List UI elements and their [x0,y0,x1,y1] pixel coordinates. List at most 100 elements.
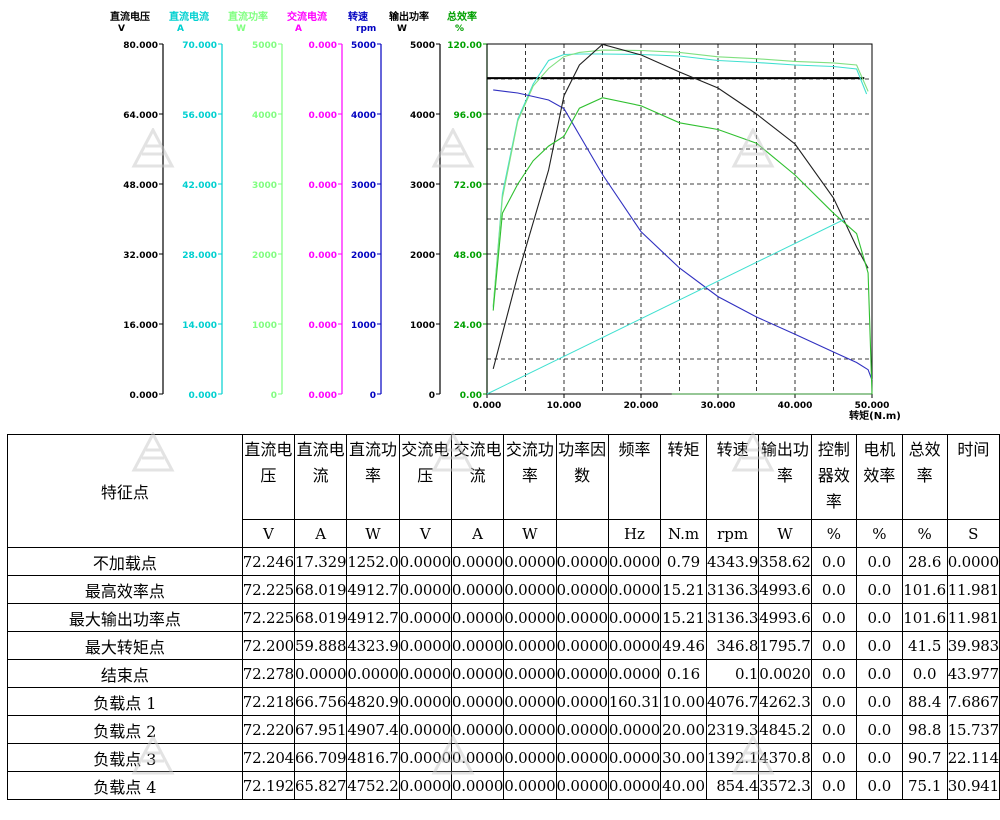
table-cell: 72.278 [241,659,296,688]
table-cell: 30.941 [946,771,1000,800]
table-cell: 4912.7 [346,575,400,604]
column-header: 输出功率 [758,434,812,520]
row-label: 最大输出功率点 [7,603,243,632]
series-line-2 [492,49,869,307]
table-cell: 0.0000 [503,715,557,744]
table-cell: 1392.1 [705,743,760,772]
y-tick-label: 16.000 [123,321,158,331]
column-unit: V [241,519,296,548]
table-cell: 0.0000 [398,771,452,800]
x-tick-label: 10.000 [547,401,582,411]
table-cell: 0.0 [856,743,903,772]
axis-unit-label: % [455,24,464,34]
table-cell: 11.981 [946,603,1000,632]
table-cell: 0.0 [810,631,858,660]
table-row: 最大转矩点 72.200 59.888 4323.9 0.0000 0.0000 0.000… [7,631,1000,660]
row-label: 负载点 3 [7,743,243,772]
table-cell: 72.218 [241,687,296,716]
y-tick-label: 42.000 [182,181,217,191]
row-label: 结束点 [7,659,243,688]
table-cell: 0.0000 [555,631,609,660]
table-cell: 3136.3 [705,575,760,604]
table-cell: 0.0000 [607,631,662,660]
table-cell: 0.0 [810,743,858,772]
table-cell: 0.0 [810,603,858,632]
table-cell: 0.0 [810,575,858,604]
table-cell: 0.1 [705,659,760,688]
axis-unit-label: W [397,24,407,34]
y-tick-label: 28.000 [182,251,217,261]
column-header: 交流功率 [503,434,557,520]
y-tick-label: 96.00 [454,111,482,121]
table-cell: 72.246 [241,547,296,576]
column-header: 控制器效率 [810,434,858,520]
y-tick-label: 0.000 [309,321,337,331]
table-cell: 0.0 [856,547,903,576]
y-tick-label: 4000 [252,111,277,121]
y-tick-label: 3000 [351,181,376,191]
row-label: 不加载点 [7,547,243,576]
y-tick-label: 5000 [410,41,435,51]
table-cell: 0.0000 [450,659,505,688]
table-cell: 0.0000 [503,631,557,660]
y-tick-label: 0.000 [130,391,158,401]
table-row: 负载点 2 72.220 67.951 4907.4 0.0000 0.0000 0.000… [7,715,1000,744]
y-tick-label: 5000 [252,41,277,51]
y-tick-label: 24.00 [454,321,482,331]
axis-unit-label: A [295,24,302,34]
table-cell: 0.0000 [607,715,662,744]
table-cell: 358.62 [758,547,812,576]
table-cell: 4845.2 [758,715,812,744]
motor-performance-chart: 80.000 64.000 48.000 32.000 16.000 0.000 直流电压 V… [110,10,901,422]
table-cell: 160.31 [607,687,662,716]
table-cell: 4912.7 [346,603,400,632]
table-cell: 4816.7 [346,743,400,772]
column-unit: % [856,519,903,548]
feature-point-table: 特征点 直流电压 直流电流 直流功率 交流电压 交流电流 交流功率 功率因数 频率 转矩 转速 输出功… [7,434,1000,800]
table-cell: 68.019 [294,575,348,604]
table-cell: 17.329 [294,547,348,576]
table-cell: 0.0000 [450,631,505,660]
table-cell: 66.709 [294,743,348,772]
table-cell: 66.756 [294,687,348,716]
table-cell: 68.019 [294,603,348,632]
table-cell: 0.0 [856,631,903,660]
y-tick-label: 4000 [351,111,376,121]
table-cell: 0.0 [856,715,903,744]
column-header: 直流功率 [346,434,400,520]
x-tick-label: 50.000 [855,401,890,411]
y-tick-label: 1000 [351,321,376,331]
axis-name-label: 直流电压 [110,10,150,23]
y-tick-label: 0.000 [189,391,217,401]
x-tick-label: 0.000 [473,401,501,411]
table-cell: 22.114 [946,743,1000,772]
table-cell: 0.0000 [555,575,609,604]
y-tick-label: 4000 [410,111,435,121]
axis-name-label: 总效率 [447,10,477,23]
table-row: 负载点 4 72.192 65.827 4752.2 0.0000 0.0000 0.000… [7,771,1000,800]
feature-point-table-wrap: 特征点 直流电压 直流电流 直流功率 交流电压 交流电流 交流功率 功率因数 频率 转矩 转速 输出功… [7,434,1000,800]
column-unit: W [503,519,557,548]
table-cell: 0.0000 [607,603,662,632]
axis-unit-label: V [118,24,125,34]
table-cell: 0.0000 [450,603,505,632]
y-tick-label: 48.00 [454,251,482,261]
table-cell: 0.0000 [398,547,452,576]
table-cell: 0.0 [856,575,903,604]
table-cell: 10.00 [660,687,707,716]
y-tick-label: 5000 [351,41,376,51]
table-row: 结束点 72.278 0.0000 0.0000 0.0000 0.0000 0.0000 0… [7,659,1000,688]
row-label: 负载点 1 [7,687,243,716]
table-cell: 0.0000 [555,743,609,772]
table-cell: 0.79 [660,547,707,576]
column-header: 交流电流 [450,434,505,520]
table-cell: 0.0 [856,603,903,632]
y-tick-label: 120.00 [447,41,482,51]
table-cell: 2319.3 [705,715,760,744]
column-header: 频率 [607,434,662,520]
table-cell: 1252.0 [346,547,400,576]
table-cell: 0.0 [856,659,903,688]
table-cell: 43.977 [946,659,1000,688]
axis-name-label: 交流电流 [287,10,327,23]
x-tick-label: 20.000 [624,401,659,411]
